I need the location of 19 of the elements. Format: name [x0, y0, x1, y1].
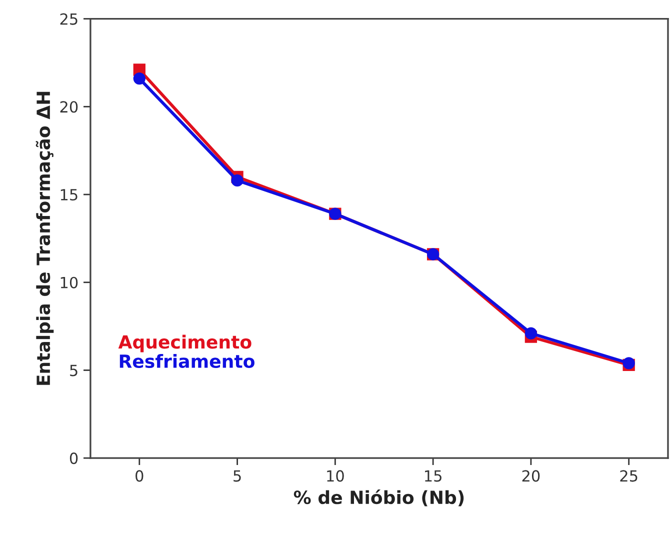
y-tick-label: 5: [70, 364, 78, 376]
text: Aquecimento: [118, 334, 252, 352]
x-tick-label: 5: [234, 470, 241, 482]
x-tick-label: 25: [620, 470, 638, 482]
y-axis-title: Entalpia de Tranformação ΔH: [36, 92, 54, 385]
point: [231, 174, 244, 187]
x-tick-label: 20: [522, 470, 540, 482]
y-tick-label: 20: [60, 101, 78, 113]
y-tick-label: 10: [60, 276, 78, 288]
y-tick-label: 0: [70, 452, 78, 464]
point: [133, 72, 146, 85]
point: [524, 327, 538, 340]
y-tick-label: 15: [60, 189, 78, 201]
y-tick-label: 25: [60, 13, 78, 25]
x-axis-title: % de Nióbio (Nb): [294, 489, 464, 506]
x-tick-label: 10: [327, 470, 344, 482]
text: Resfriamento: [120, 354, 254, 368]
x-tick-label: 15: [425, 470, 442, 482]
x-tick-label: 0: [136, 470, 144, 482]
